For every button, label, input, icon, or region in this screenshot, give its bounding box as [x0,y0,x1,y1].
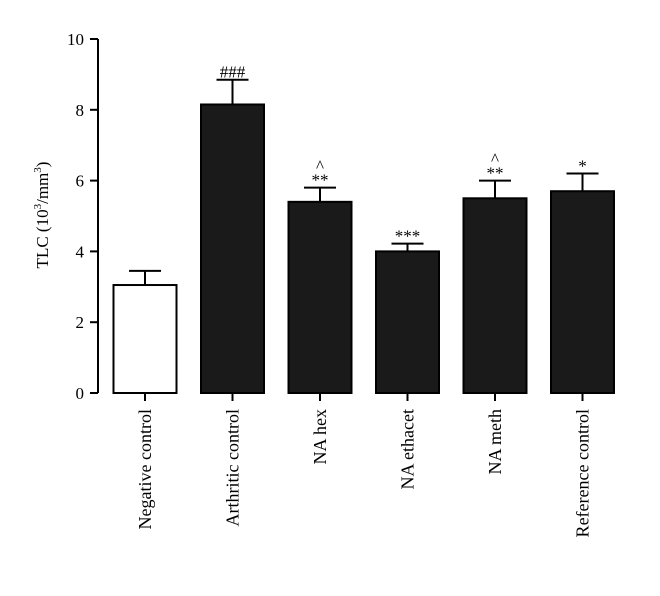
significance-label: ** [487,164,504,183]
y-tick-label: 4 [76,242,85,261]
y-tick-label: 8 [76,101,85,120]
x-tick-label: Negative control [135,409,155,529]
significance-label: ^ [491,150,499,169]
significance-label: *** [395,227,421,246]
bar [200,103,265,395]
x-tick-label: Arthritic control [223,409,243,526]
x-tick-label: Reference control [573,409,593,537]
bars: ###**^*****^ * [112,63,615,395]
bar [462,197,528,394]
y-axis: 0 2 4 6 8 10 [67,30,99,403]
y-tick-label: 10 [67,30,84,49]
significance-label: ^ [316,157,324,176]
significance-label: * [578,157,587,176]
significance-label: ** [312,171,329,190]
y-tick-label: 0 [76,384,85,403]
y-tick-label: 6 [76,172,85,191]
bar [287,200,353,394]
x-tick-label: NA hex [310,409,330,465]
bar [375,250,440,394]
bar [550,190,615,394]
bar [112,284,178,394]
x-tick-label: NA ethacet [398,409,418,489]
y-axis-label: TLC (103/mm3) [32,162,52,269]
y-tick-label: 2 [76,313,85,332]
significance-label: ### [220,63,246,82]
x-tick-label: NA meth [485,409,505,475]
x-axis-labels: Negative control Arthritic control NA hex N… [135,393,593,537]
